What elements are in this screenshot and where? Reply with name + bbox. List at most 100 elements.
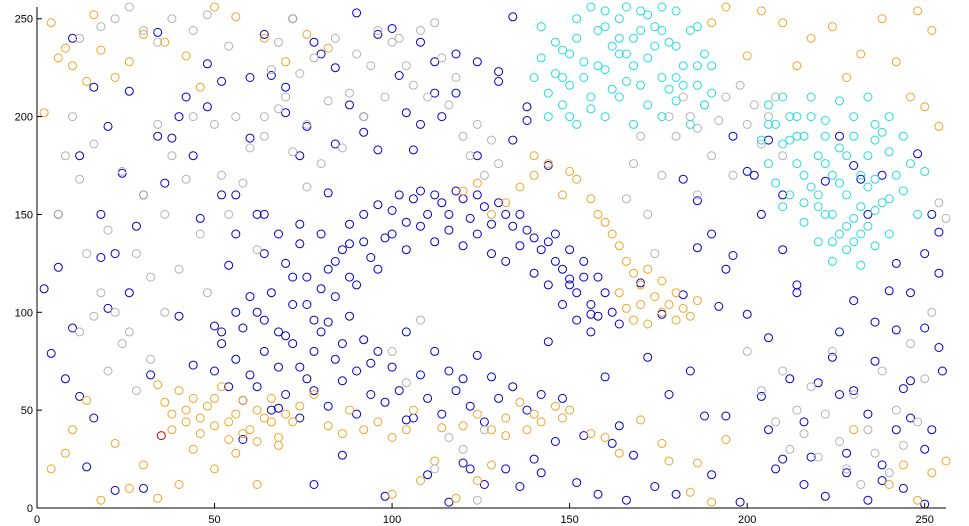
x-tick-label: 100: [383, 514, 401, 526]
scatter-point: [167, 151, 177, 161]
scatter-point: [920, 374, 930, 384]
scatter-point: [309, 53, 319, 63]
scatter-point: [771, 92, 781, 102]
scatter-point: [522, 102, 532, 112]
scatter-point: [827, 22, 837, 32]
scatter-point: [387, 206, 397, 215]
scatter-point: [586, 2, 596, 12]
scatter-point: [614, 49, 624, 59]
scatter-point: [842, 468, 852, 478]
scatter-point: [316, 229, 326, 239]
scatter-point: [877, 170, 887, 180]
scatter-point: [849, 112, 859, 122]
scatter-point: [68, 61, 77, 71]
scatter-point: [238, 323, 248, 333]
scatter-point: [231, 229, 241, 239]
scatter-point: [160, 209, 170, 219]
scatter-point: [827, 256, 837, 266]
scatter-point: [884, 468, 894, 478]
scatter-point: [621, 495, 631, 505]
scatter-point: [764, 119, 773, 129]
scatter-point: [629, 119, 638, 129]
scatter-point: [245, 143, 255, 153]
scatter-point: [778, 190, 788, 200]
scatter-point: [423, 92, 433, 102]
scatter-point: [913, 149, 923, 159]
scatter-point: [352, 49, 362, 59]
scatter-point: [444, 209, 454, 219]
scatter-point: [650, 482, 660, 491]
scatter-point: [870, 317, 880, 327]
scatter-point: [465, 213, 475, 223]
scatter-point: [650, 22, 660, 32]
scatter-point: [856, 260, 866, 270]
scatter-point: [714, 301, 724, 311]
scatter-point: [217, 339, 227, 349]
scatter-point: [323, 317, 333, 327]
x-tick-label: 150: [560, 514, 578, 526]
scatter-point: [877, 198, 887, 208]
scatter-point: [785, 190, 795, 200]
scatter-point: [877, 460, 887, 470]
scatter-point: [288, 14, 298, 24]
scatter-point: [579, 256, 589, 266]
series-2: [39, 2, 951, 507]
scatter-point: [401, 415, 411, 425]
scatter-point: [636, 280, 646, 290]
scatter-point: [643, 53, 653, 63]
scatter-point: [898, 483, 908, 493]
scatter-point: [543, 161, 553, 170]
scatter-point: [735, 497, 745, 507]
scatter-point: [721, 2, 731, 12]
scatter-point: [472, 350, 482, 360]
scatter-point: [231, 448, 241, 458]
y-tick-label: 200: [15, 112, 33, 124]
scatter-point: [288, 147, 298, 157]
scatter-point: [245, 292, 255, 302]
scatter-point: [664, 390, 674, 399]
scatter-point: [430, 190, 440, 200]
scatter-point: [671, 73, 681, 82]
scatter-point: [345, 239, 354, 249]
scatter-point: [678, 303, 688, 313]
scatter-point: [131, 249, 141, 259]
scatter-point: [756, 209, 766, 219]
scatter-point: [664, 456, 674, 466]
scatter-point: [146, 272, 156, 282]
scatter-point: [501, 413, 511, 423]
scatter-point: [536, 245, 546, 255]
scatter-point: [593, 272, 603, 282]
scatter-point: [451, 493, 461, 503]
scatter-point: [685, 487, 695, 497]
scatter-point: [685, 119, 695, 129]
scatter-point: [266, 405, 276, 415]
scatter-point: [543, 159, 553, 169]
scatter-point: [323, 401, 333, 411]
scatter-point: [593, 26, 603, 35]
scatter-point: [920, 166, 930, 176]
scatter-point: [827, 209, 837, 219]
scatter-point: [621, 303, 631, 313]
scatter-point: [799, 170, 809, 180]
x-tick-label: 200: [738, 514, 756, 526]
scatter-point: [799, 417, 809, 427]
scatter-point: [643, 100, 653, 110]
scatter-point: [202, 288, 212, 298]
scatter-point: [558, 413, 567, 423]
scatter-point: [543, 237, 553, 247]
scatter-point: [600, 22, 610, 32]
series-3: [53, 2, 951, 505]
scatter-point: [487, 249, 496, 259]
scatter-point: [671, 131, 681, 141]
scatter-point: [337, 339, 347, 349]
scatter-point: [565, 245, 575, 255]
scatter-point: [210, 366, 219, 376]
scatter-point: [330, 256, 340, 266]
scatter-point: [117, 166, 127, 176]
scatter-point: [373, 264, 383, 274]
scatter-point: [366, 390, 376, 399]
scatter-point: [110, 73, 120, 82]
scatter-point: [863, 221, 873, 231]
scatter-point: [827, 352, 837, 362]
scatter-point: [295, 151, 305, 161]
